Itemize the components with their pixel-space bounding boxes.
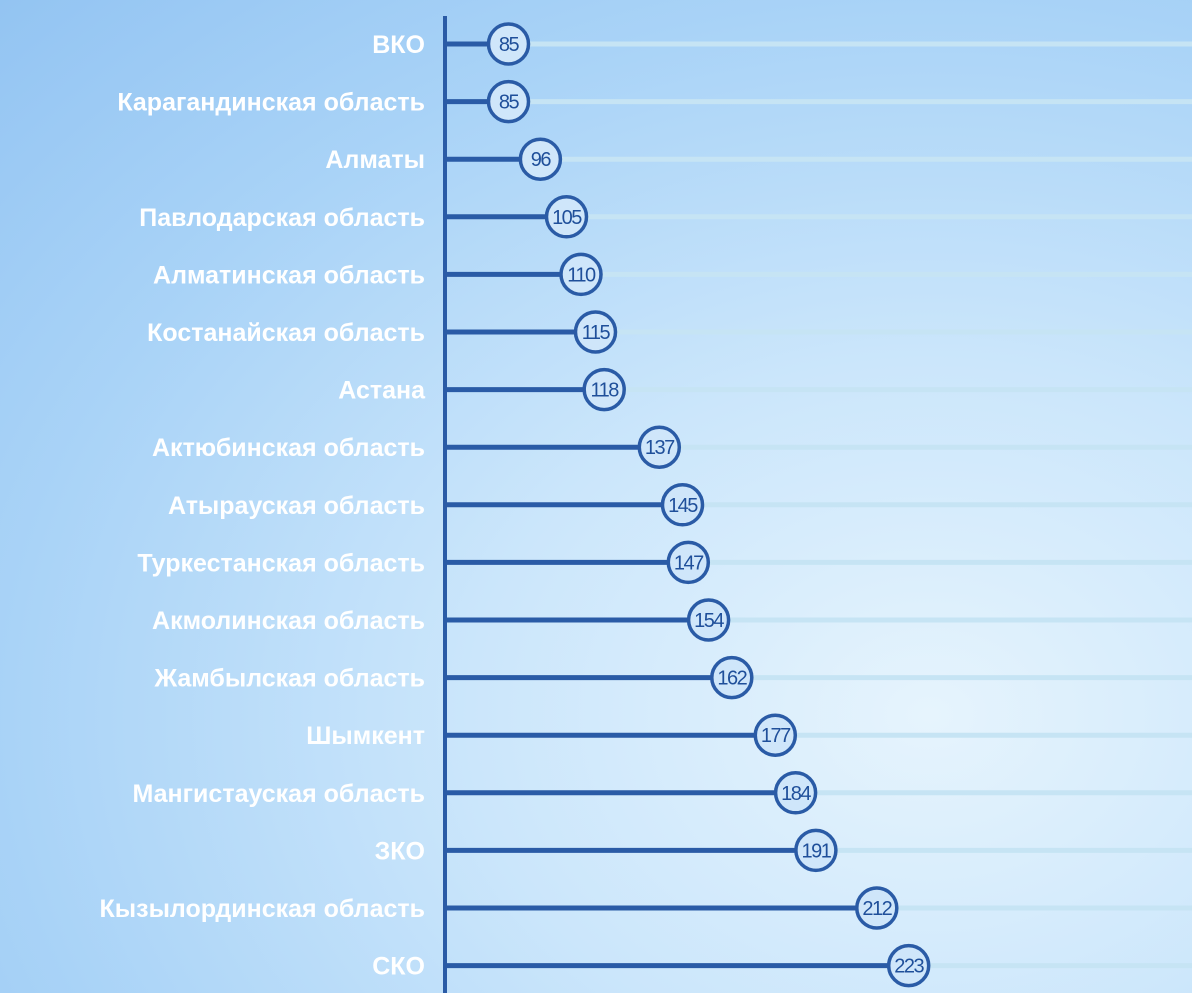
category-label: Шымкент	[306, 722, 425, 750]
value-label: 85	[499, 92, 520, 114]
value-label: 115	[582, 322, 611, 344]
category-label: Алматы	[325, 146, 425, 174]
category-label: ЗКО	[375, 837, 425, 865]
value-marker	[573, 310, 618, 354]
category-label: Актюбинская область	[152, 434, 425, 462]
value-marker	[486, 79, 531, 124]
category-label: Акмолинская область	[152, 607, 425, 635]
value-label: 137	[645, 437, 675, 459]
value-marker	[686, 598, 731, 642]
value-marker	[773, 771, 818, 815]
value-label: 96	[531, 149, 552, 171]
value-label: 154	[694, 610, 724, 632]
category-label: Атырауская область	[168, 492, 425, 520]
value-marker	[544, 195, 589, 239]
value-label: 162	[717, 668, 747, 690]
category-labels: ВКО Карагандинская область Алматы Павлодарс…	[100, 31, 427, 981]
value-marker	[637, 425, 682, 469]
value-label: 105	[552, 207, 582, 229]
value-label: 118	[591, 380, 620, 402]
value-marker	[794, 828, 838, 873]
value-label: 191	[801, 840, 831, 862]
value-marker	[886, 943, 931, 988]
value-marker	[486, 22, 531, 66]
category-label: СКО	[372, 953, 425, 981]
category-label: Туркестанская область	[137, 549, 425, 577]
value-marker	[666, 540, 711, 585]
stems	[445, 41, 889, 969]
category-label: Мангистауская область	[133, 780, 426, 808]
value-label: 212	[862, 898, 892, 920]
category-label: Костанайская область	[147, 319, 425, 347]
value-marker	[855, 886, 899, 930]
value-marker	[660, 483, 705, 527]
category-label: Карагандинская область	[117, 89, 425, 117]
category-label: Павлодарская область	[139, 204, 425, 232]
value-marker	[518, 137, 563, 181]
guide-lines	[508, 41, 1192, 969]
category-label: Алматинская область	[153, 261, 425, 289]
value-label: 177	[761, 725, 791, 747]
value-marker	[753, 713, 798, 757]
category-label: Астана	[338, 377, 426, 405]
value-marker	[710, 655, 754, 700]
category-label: Жамбылская область	[153, 665, 425, 693]
value-marker	[582, 367, 626, 412]
value-label: 147	[674, 552, 704, 574]
value-label: 184	[781, 783, 811, 805]
value-label: 145	[668, 495, 698, 517]
value-label: 223	[894, 956, 924, 978]
category-label: Кызылординская область	[100, 895, 425, 923]
value-label: 85	[499, 34, 520, 56]
category-label: ВКО	[372, 31, 425, 59]
value-label: 110	[567, 264, 596, 286]
value-marker	[559, 252, 603, 297]
value-markers: 85 85 96 105 110 115 118 137 145 147 154 162 177 184 1…	[486, 22, 931, 988]
